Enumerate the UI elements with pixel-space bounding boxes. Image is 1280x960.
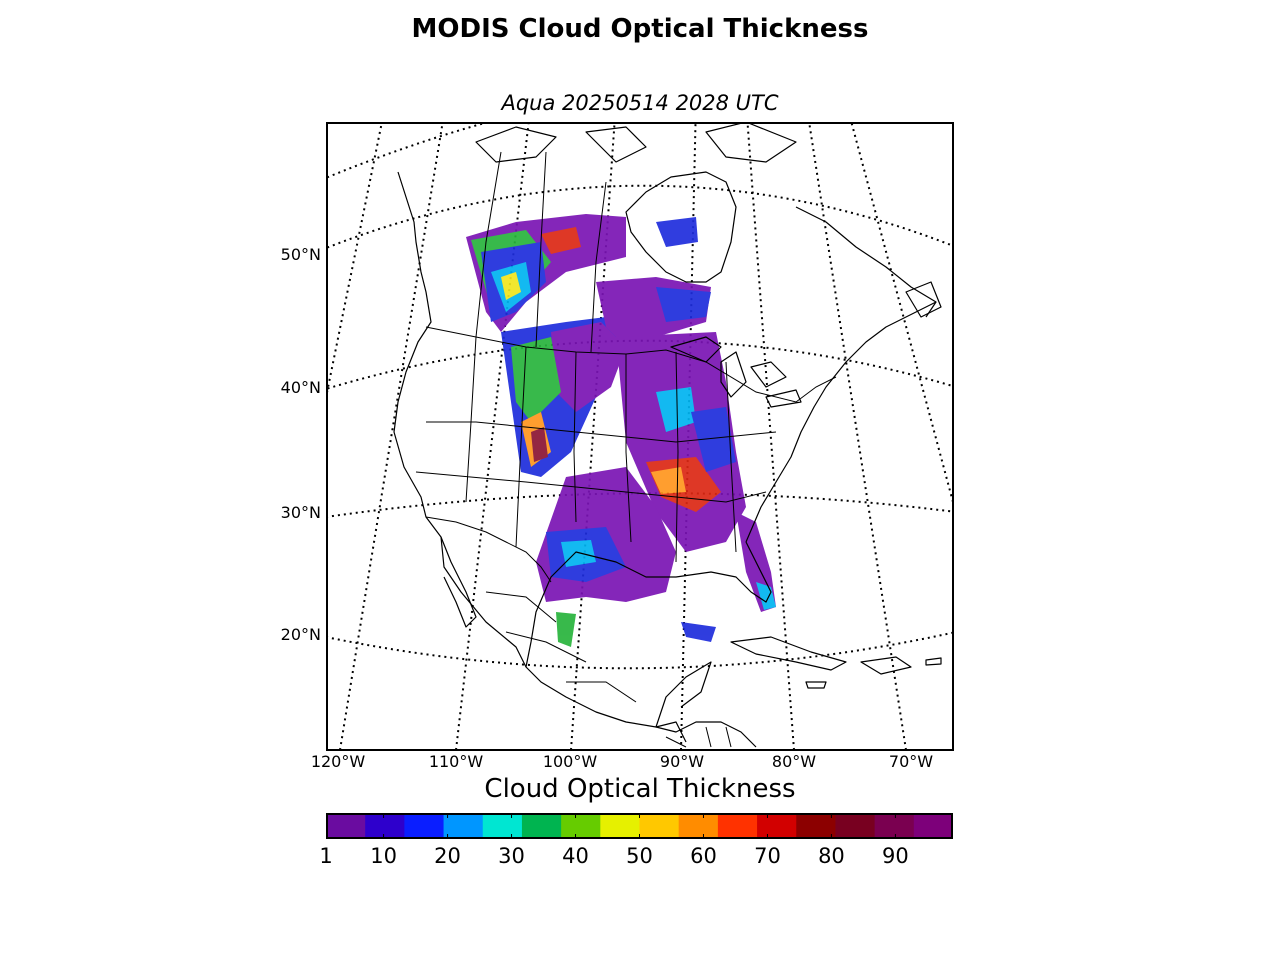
- cloud-swath-lakes-blue: [656, 287, 711, 322]
- lat-label-30n: 30°N: [280, 503, 321, 522]
- province-lines: [475, 151, 607, 353]
- hudson-bay-coastline: [625, 171, 737, 283]
- colorbar-tick-30: 30: [498, 844, 525, 868]
- colorbar-segment: [326, 813, 366, 839]
- meridian-70w: [808, 122, 907, 750]
- map-panel: [326, 122, 953, 750]
- colorbar-segment: [835, 813, 876, 839]
- central-america-coastline: [655, 721, 757, 748]
- cloud-swath-north-yellow: [501, 272, 521, 300]
- colorbar-segment: [404, 813, 445, 839]
- cloud-patch-ontario: [656, 217, 698, 247]
- meridian-130w: [326, 122, 383, 403]
- baja-coastline: [440, 536, 477, 628]
- jamaica-coastline: [805, 681, 827, 689]
- colorbar-outline: [326, 813, 953, 839]
- colorbar-segment: [639, 813, 680, 839]
- colorbar-tick-20: 20: [434, 844, 461, 868]
- lat-label-20n: 20°N: [280, 625, 321, 644]
- parallel-20n: [326, 631, 953, 670]
- colorbar-tick-10: 10: [370, 844, 397, 868]
- lat-label-40n: 40°N: [280, 378, 321, 397]
- colorbar-segment: [678, 813, 719, 839]
- cloud-swath-valley-blue: [691, 407, 736, 472]
- colorbar-tick-1: 1: [319, 844, 333, 868]
- colorbar-tick-70: 70: [754, 844, 781, 868]
- lon-label-70w: 70°W: [888, 752, 934, 771]
- colorbar-title: Cloud Optical Thickness: [484, 774, 796, 804]
- atlantic-coastline: [745, 301, 937, 543]
- newfoundland-coastline: [905, 281, 942, 318]
- colorbar-segment: [521, 813, 562, 839]
- colorbar-tick-50: 50: [626, 844, 653, 868]
- mexico-state-lines: [485, 591, 637, 703]
- lon-label-100w: 100°W: [542, 752, 598, 771]
- colorbar-segment: [796, 813, 837, 839]
- lon-label-110w: 110°W: [428, 752, 484, 771]
- yucatan-coastline: [655, 661, 712, 728]
- colorbar-segment: [443, 813, 484, 839]
- cloud-swath-plains-maroon: [531, 427, 548, 462]
- gulf-coastline: [525, 541, 772, 668]
- meridian-80w: [746, 122, 795, 750]
- lon-label-90w: 90°W: [659, 752, 705, 771]
- meridian-120w: [339, 122, 444, 750]
- cloud-patch-caribbean: [681, 622, 716, 642]
- hispaniola-coastline: [860, 656, 912, 675]
- chart-subtitle: Aqua 20250514 2028 UTC: [501, 91, 779, 115]
- meridian-110w: [455, 122, 530, 750]
- colorbar-segment: [717, 813, 758, 839]
- colorbar-tick-40: 40: [562, 844, 589, 868]
- cloud-swath-valley-cyan: [656, 387, 696, 432]
- colorbar-segment: [365, 813, 405, 839]
- graticule-parallels: [326, 122, 953, 670]
- colorbar-segment: [482, 813, 523, 839]
- colorbar-tick-90: 90: [882, 844, 909, 868]
- great-lakes: [670, 336, 802, 408]
- colorbar-segment: [600, 813, 641, 839]
- lon-label-120w: 120°W: [310, 752, 366, 771]
- colorbar-segment: [913, 813, 953, 839]
- central-america-borders: [665, 726, 732, 748]
- colorbar: [326, 813, 953, 839]
- cloud-swath-north-red: [541, 227, 581, 254]
- colorbar-tick-80: 80: [818, 844, 845, 868]
- meridian-100w: [570, 122, 616, 750]
- map-canvas: [326, 122, 953, 750]
- lon-label-80w: 80°W: [771, 752, 817, 771]
- cloud-swath-plains-violet: [551, 322, 626, 412]
- political-boundaries: [415, 151, 837, 748]
- arctic-islands: [475, 122, 797, 163]
- parallel-60n: [326, 122, 492, 179]
- parallel-50n: [326, 184, 953, 250]
- colorbar-tick-60: 60: [690, 844, 717, 868]
- colorbar-segment: [757, 813, 797, 839]
- colorbar-segments: [326, 813, 953, 839]
- state-lines: [415, 336, 777, 563]
- meridian-60w: [850, 122, 953, 503]
- colorbar-segment: [561, 813, 601, 839]
- colorbar-segment: [874, 813, 915, 839]
- labrador-coastline: [795, 206, 937, 318]
- lat-label-50n: 50°N: [280, 245, 321, 264]
- cloud-swath-florida-cyan: [756, 582, 776, 610]
- cloud-swath-gulf-cyan: [561, 540, 596, 567]
- us-canada-border: [425, 326, 837, 403]
- cuba-coastline: [730, 636, 847, 671]
- chart-title: MODIS Cloud Optical Thickness: [411, 14, 869, 44]
- us-mexico-border: [425, 516, 552, 583]
- puerto-rico-coastline: [925, 657, 942, 666]
- cloud-patch-mexico: [556, 612, 576, 647]
